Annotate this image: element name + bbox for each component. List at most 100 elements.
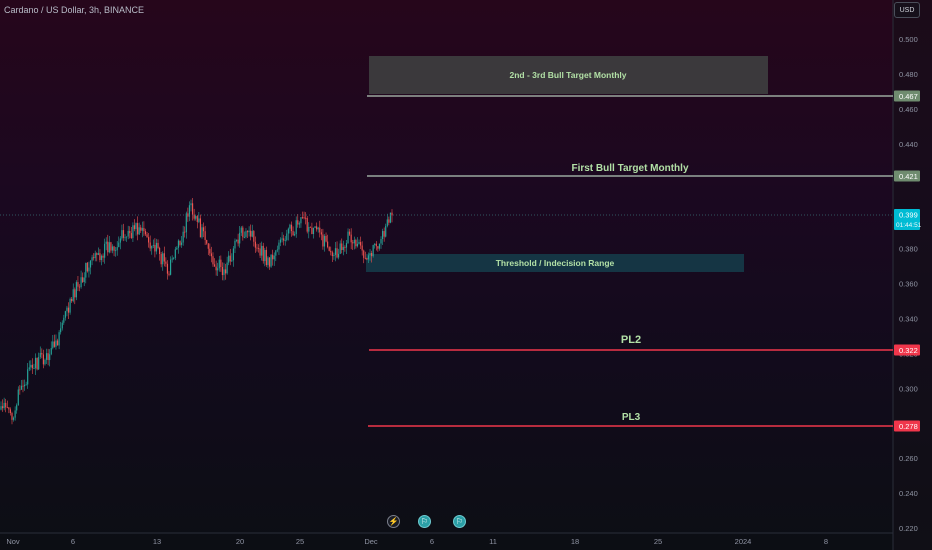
candle[interactable] — [133, 225, 136, 230]
candle[interactable] — [320, 232, 322, 235]
candle[interactable] — [240, 227, 242, 233]
candle[interactable] — [27, 369, 29, 385]
candle[interactable] — [242, 227, 244, 238]
candle[interactable] — [358, 242, 360, 244]
candle[interactable] — [317, 227, 319, 230]
candle[interactable] — [52, 341, 54, 349]
candle[interactable] — [298, 223, 300, 225]
candle[interactable] — [378, 243, 381, 249]
candle[interactable] — [245, 231, 247, 237]
candle[interactable] — [228, 255, 230, 263]
candle[interactable] — [56, 340, 59, 346]
candle[interactable] — [151, 245, 153, 249]
candle[interactable] — [23, 384, 26, 387]
candle[interactable] — [270, 254, 272, 267]
candle[interactable] — [305, 217, 307, 219]
level-price-tag[interactable] — [894, 170, 920, 182]
candle[interactable] — [246, 231, 249, 233]
event-flag-icon[interactable]: ⚐ — [453, 515, 466, 528]
candle[interactable] — [207, 243, 209, 249]
candle[interactable] — [140, 227, 142, 231]
candle[interactable] — [191, 203, 194, 215]
candle[interactable] — [319, 227, 321, 233]
candle[interactable] — [77, 282, 79, 287]
candle[interactable] — [347, 231, 349, 244]
candle[interactable] — [237, 239, 239, 244]
candle[interactable] — [25, 384, 27, 386]
candle[interactable] — [261, 245, 263, 256]
candle[interactable] — [276, 249, 278, 251]
candle[interactable] — [119, 238, 121, 243]
candle[interactable] — [126, 236, 128, 238]
candle[interactable] — [5, 402, 7, 408]
candle[interactable] — [226, 262, 228, 274]
candle[interactable] — [45, 353, 48, 360]
candle[interactable] — [12, 417, 15, 420]
candle[interactable] — [154, 245, 156, 252]
candle[interactable] — [198, 218, 200, 222]
candle[interactable] — [0, 406, 2, 410]
candle[interactable] — [286, 233, 288, 241]
candle[interactable] — [383, 231, 385, 237]
candle[interactable] — [253, 231, 255, 242]
candle[interactable] — [353, 239, 355, 244]
candle[interactable] — [250, 230, 252, 237]
candle[interactable] — [146, 234, 148, 238]
candle[interactable] — [231, 260, 233, 262]
candle[interactable] — [170, 259, 172, 275]
candle[interactable] — [336, 248, 338, 258]
candle[interactable] — [217, 268, 219, 271]
candle[interactable] — [290, 224, 293, 232]
candle[interactable] — [97, 253, 99, 255]
candle[interactable] — [213, 264, 216, 267]
candle[interactable] — [297, 220, 299, 225]
candle[interactable] — [80, 277, 82, 288]
candle[interactable] — [66, 307, 68, 312]
candle[interactable] — [82, 277, 84, 283]
candle[interactable] — [279, 239, 282, 243]
candle[interactable] — [1, 406, 4, 409]
candle[interactable] — [11, 413, 13, 420]
candle[interactable] — [53, 341, 55, 347]
candle[interactable] — [380, 238, 382, 244]
event-flag-icon[interactable]: ⚐ — [418, 515, 431, 528]
candle[interactable] — [69, 298, 71, 313]
candle[interactable] — [132, 225, 134, 239]
candle[interactable] — [273, 255, 275, 260]
candle[interactable] — [122, 230, 125, 238]
candle[interactable] — [17, 389, 19, 406]
candle[interactable] — [149, 242, 151, 249]
candle[interactable] — [121, 230, 123, 239]
candle[interactable] — [173, 257, 175, 259]
candle[interactable] — [223, 269, 225, 276]
candle[interactable] — [209, 248, 211, 254]
candle[interactable] — [30, 364, 32, 368]
candle[interactable] — [113, 246, 115, 251]
candle[interactable] — [94, 253, 96, 259]
candle[interactable] — [20, 385, 23, 390]
candle[interactable] — [138, 227, 140, 235]
candle[interactable] — [303, 217, 305, 219]
candle[interactable] — [179, 240, 181, 245]
candle[interactable] — [369, 252, 371, 256]
candle[interactable] — [199, 218, 202, 238]
candle[interactable] — [185, 213, 187, 233]
candle[interactable] — [377, 246, 379, 249]
lightning-icon[interactable]: ⚡ — [387, 515, 400, 528]
level-price-tag[interactable] — [894, 344, 920, 356]
candle[interactable] — [6, 407, 8, 409]
candle[interactable] — [221, 266, 223, 276]
candle[interactable] — [391, 212, 393, 216]
candle[interactable] — [234, 240, 236, 249]
currency-button[interactable]: USD — [894, 2, 920, 18]
candle[interactable] — [352, 242, 354, 244]
candle[interactable] — [61, 322, 63, 329]
candle[interactable] — [93, 257, 95, 259]
candle[interactable] — [187, 213, 189, 217]
candle[interactable] — [311, 227, 313, 235]
candle[interactable] — [83, 277, 85, 283]
candle[interactable] — [163, 253, 165, 262]
candle[interactable] — [195, 216, 197, 219]
candle[interactable] — [34, 357, 37, 369]
candle[interactable] — [78, 286, 81, 288]
